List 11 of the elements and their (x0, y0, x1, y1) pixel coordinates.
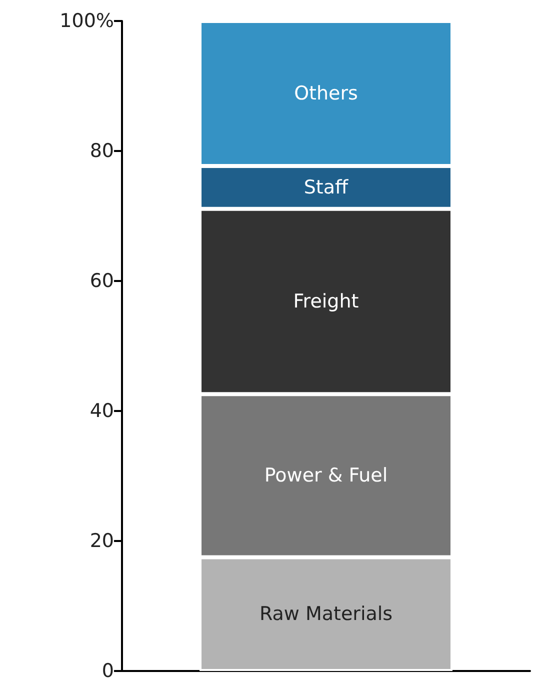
y-tick-label: 80 (90, 140, 114, 162)
y-tick-label: 60 (90, 270, 114, 292)
series-label: Staff (304, 176, 350, 198)
y-tick-label: 100% (60, 10, 114, 32)
series-label: Power & Fuel (264, 464, 388, 487)
y-tick-label: 40 (90, 400, 114, 422)
y-tick-label: 0 (102, 660, 114, 682)
series-label: Raw Materials (259, 603, 393, 626)
series-label: Freight (293, 290, 359, 312)
y-tick-label: 20 (90, 530, 114, 552)
series-label: Others (294, 82, 358, 104)
